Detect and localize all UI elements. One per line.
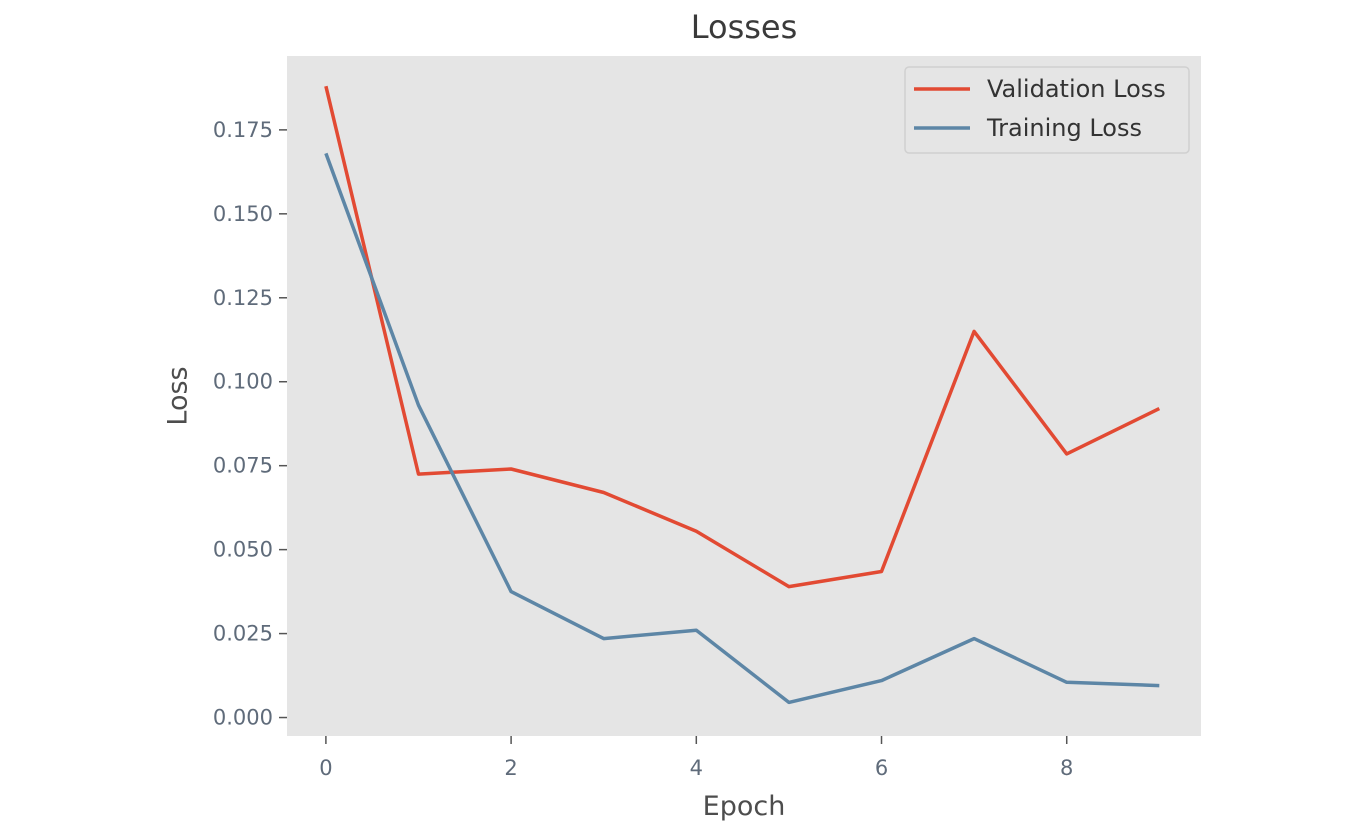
x-tick-label: 2: [504, 756, 517, 780]
x-axis: 0 2 4 6 8: [319, 736, 1073, 780]
legend-box: [904, 66, 1190, 154]
y-tick-label: 0.075: [213, 454, 273, 478]
y-tick-label: 0.000: [213, 706, 273, 730]
series-line-training-loss: [324, 152, 1160, 705]
y-axis: 0.000 0.025 0.050 0.075 0.100 0.125 0.150 0.175: [213, 118, 287, 730]
y-tick-label: 0.025: [213, 622, 273, 646]
legend-label: Training Loss: [986, 114, 1142, 142]
legend-items: Validation Loss Training Loss: [914, 75, 1166, 142]
x-axis-label: Epoch: [703, 791, 786, 822]
series-lines: [324, 85, 1161, 705]
y-tick-label: 0.175: [213, 118, 273, 142]
legend: Validation Loss Training Loss: [904, 66, 1190, 154]
x-tick-label: 6: [875, 756, 888, 780]
x-tick-label: 8: [1060, 756, 1073, 780]
x-tick-label: 4: [690, 756, 703, 780]
legend-label: Validation Loss: [987, 75, 1166, 103]
y-axis-label: Loss: [162, 366, 193, 425]
chart-title: Losses: [691, 8, 798, 46]
series-line-validation-loss: [324, 85, 1161, 589]
y-tick-label: 0.050: [213, 538, 273, 562]
y-tick-label: 0.100: [213, 370, 273, 394]
x-tick-label: 0: [319, 756, 332, 780]
plot-area: [287, 56, 1201, 736]
y-tick-label: 0.150: [213, 202, 273, 226]
y-tick-label: 0.125: [213, 286, 273, 310]
